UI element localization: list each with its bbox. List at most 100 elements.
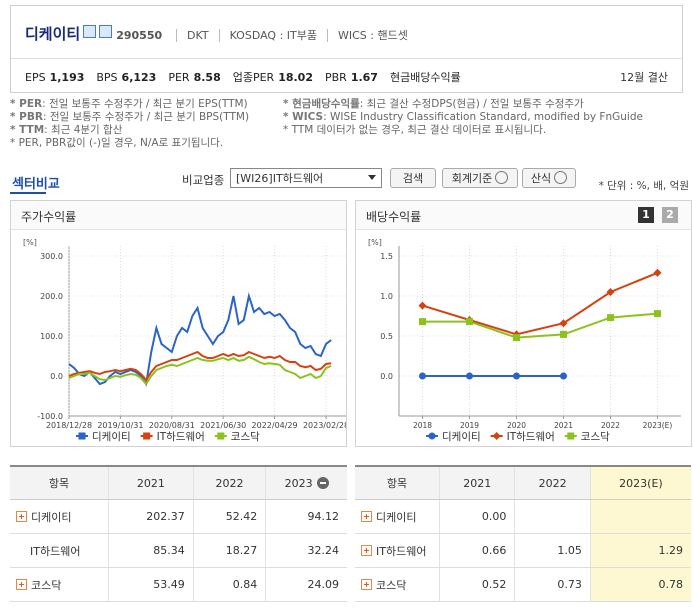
note: * PER: 전일 보통주 수정주가 / 최근 분기 EPS(TTM) bbox=[10, 98, 249, 111]
help-icon[interactable] bbox=[495, 171, 509, 184]
cell-text: 0.00 bbox=[481, 510, 507, 523]
cell-text: 디케이티 bbox=[31, 510, 72, 524]
header-text: 2021 bbox=[136, 476, 165, 490]
legend-label: 코스닥 bbox=[231, 431, 260, 443]
legend-label: 디케이티 bbox=[442, 431, 481, 443]
metric: PBR 1.67 bbox=[325, 71, 378, 84]
table-row: 디케이티 0.00 bbox=[355, 499, 691, 534]
cell-text: 52.42 bbox=[225, 510, 258, 523]
accounting-button[interactable]: 회계기준 bbox=[442, 168, 518, 188]
metric: BPS 6,123 bbox=[96, 71, 156, 84]
header-text: 2022 bbox=[538, 476, 567, 490]
ir-icon[interactable] bbox=[99, 25, 113, 38]
marker bbox=[466, 372, 473, 380]
industry-select[interactable]: [WI26]IT하드웨어 bbox=[230, 168, 382, 188]
table-cell: 32.24 bbox=[265, 533, 347, 568]
series-line bbox=[68, 355, 332, 386]
tab-2[interactable]: 2 bbox=[662, 207, 678, 223]
table-cell: 0.66 bbox=[438, 533, 515, 568]
notes-right: * 현금배당수익률: 최근 결산 수정DPS(현금) / 전일 보통주 수정주가… bbox=[283, 98, 643, 137]
cell-text: 코스닥 bbox=[31, 578, 62, 592]
formula-button[interactable]: 산식 bbox=[522, 168, 576, 188]
expand-icon[interactable] bbox=[16, 578, 27, 590]
table-cell: 0.78 bbox=[589, 567, 691, 602]
header-cell: 2023(E) bbox=[589, 465, 691, 500]
expand-icon[interactable] bbox=[361, 510, 372, 522]
divider bbox=[11, 58, 682, 59]
metric-value: 6,123 bbox=[121, 71, 157, 84]
note-text: : 전일 보통주 수정주가 / 최근 분기 BPS(TTM) bbox=[42, 111, 250, 123]
table-row: 코스닥 0.52 0.73 0.78 bbox=[355, 567, 691, 602]
table-cell: IT하드웨어 bbox=[355, 533, 440, 568]
collapse-icon[interactable] bbox=[316, 476, 329, 489]
note-term: * 현금배당수익률 bbox=[283, 98, 360, 110]
tab-1[interactable]: 1 bbox=[638, 207, 654, 223]
metric: EPS 1,193 bbox=[25, 71, 84, 84]
table-cell: 94.12 bbox=[265, 499, 347, 534]
table-row: 코스닥 53.49 0.84 24.09 bbox=[10, 567, 347, 602]
cell-text: 0.78 bbox=[658, 578, 684, 591]
series-line bbox=[422, 271, 658, 336]
cell-text: IT하드웨어 bbox=[376, 544, 427, 558]
cell-text: 32.24 bbox=[307, 544, 340, 557]
marker bbox=[418, 301, 427, 310]
marker bbox=[607, 314, 614, 322]
tags: DKT KOSDAQ : IT부품 WICS : 핸드셋 bbox=[176, 27, 418, 43]
header-cell: 항목 bbox=[10, 465, 109, 500]
table-cell bbox=[589, 499, 691, 534]
dividend-table: 항목 2021 2022 2023(E) 디케이티 0.00 IT하드웨어 0.66 1.05 1… bbox=[355, 465, 691, 602]
cell-text: 202.37 bbox=[146, 510, 185, 523]
table-cell: 1.29 bbox=[589, 533, 691, 568]
panel-title: 배당수익률 bbox=[366, 210, 422, 224]
y-tick-label: 200.0 bbox=[40, 292, 63, 301]
note-text: * TTM 데이터가 없는 경우, 최근 결산 데이터로 표시됩니다. bbox=[283, 124, 547, 136]
search-button[interactable]: 검색 bbox=[390, 168, 436, 188]
section-title[interactable]: 섹터비교 bbox=[12, 177, 60, 192]
table-cell: 52.42 bbox=[192, 499, 266, 534]
table-cell: 0.84 bbox=[192, 567, 266, 602]
company-name: 디케이티 bbox=[25, 25, 81, 43]
note-text: : 전일 보통주 수정주가 / 최근 분기 EPS(TTM) bbox=[42, 98, 248, 110]
expand-icon[interactable] bbox=[361, 578, 372, 590]
home-icon[interactable] bbox=[83, 25, 97, 38]
table-row: 디케이티 202.37 52.42 94.12 bbox=[10, 499, 347, 534]
header-cell: 2022 bbox=[514, 465, 591, 500]
help-icon[interactable] bbox=[554, 171, 568, 184]
table-cell: 코스닥 bbox=[10, 567, 109, 602]
header-text: 항목 bbox=[48, 477, 70, 490]
metric-value: 1.67 bbox=[350, 71, 378, 84]
x-tick-label: 2018 bbox=[413, 421, 432, 430]
cell-text: 코스닥 bbox=[376, 578, 407, 592]
legend-label: IT하드웨어 bbox=[507, 430, 555, 443]
header-text: 2023 bbox=[284, 476, 313, 490]
marker bbox=[419, 318, 426, 326]
y-tick-label: 0.0 bbox=[380, 372, 393, 381]
marker bbox=[428, 432, 436, 440]
price-return-table: 항목 2021 2022 2023 디케이티 202.37 52.42 94.12 IT하드웨어… bbox=[10, 465, 347, 602]
expand-icon[interactable] bbox=[361, 544, 372, 556]
compare-label: 비교업종 bbox=[182, 173, 225, 187]
notes-left: * PER: 전일 보통주 수정주가 / 최근 분기 EPS(TTM) * PBR… bbox=[10, 98, 249, 150]
table-cell: 1.05 bbox=[514, 533, 591, 568]
cell-text: IT하드웨어 bbox=[30, 544, 81, 558]
cell-text: 1.05 bbox=[557, 544, 582, 557]
note-text: * PER, PBR값이 (-)일 경우, N/A로 표기됩니다. bbox=[10, 137, 224, 149]
button-text: 산식 bbox=[530, 172, 552, 185]
metric-label: PBR bbox=[324, 71, 347, 84]
table-cell: IT하드웨어 bbox=[10, 533, 109, 568]
marker bbox=[513, 372, 520, 380]
note-term: * PER bbox=[10, 98, 43, 110]
y-unit: [%] bbox=[368, 238, 382, 247]
note: * WICS: WISE Industry Classification Sta… bbox=[283, 111, 643, 124]
summary-box: 디케이티 290550 DKT KOSDAQ : IT부품 WICS : 핸드셋 EP… bbox=[10, 5, 683, 93]
legend-label: 코스닥 bbox=[581, 431, 610, 443]
expand-icon[interactable] bbox=[16, 510, 27, 522]
metrics: EPS 1,193 BPS 6,123 PER 8.58 업종PER 18.02 PBR 1.67… bbox=[25, 69, 473, 85]
marker bbox=[419, 372, 426, 380]
x-tick-label: 2019 bbox=[460, 421, 479, 430]
x-tick-label: 2019/10/31 bbox=[97, 421, 143, 430]
marker bbox=[560, 330, 567, 338]
x-tick-label: 2018/12/28 bbox=[46, 421, 92, 430]
table-row: IT하드웨어 0.66 1.05 1.29 bbox=[355, 533, 691, 568]
